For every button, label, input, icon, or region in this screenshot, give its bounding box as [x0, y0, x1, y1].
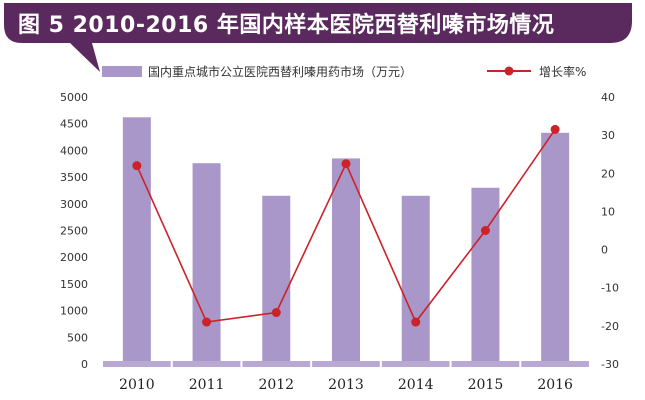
y-right-tick-label: 10 [601, 205, 615, 218]
y-right-tick-label: -20 [601, 320, 619, 333]
chart-title: 图 5 2010-2016 年国内样本医院西替利嗪市场情况 [18, 13, 555, 38]
y-left-tick-label: 4500 [60, 118, 88, 131]
bar [332, 158, 360, 364]
growth-rate-series [132, 124, 560, 327]
x-axis-band [102, 361, 590, 367]
y-left-tick-label: 0 [81, 358, 88, 371]
y-left-tick-label: 1500 [60, 278, 88, 291]
y-axis-left-ticks: 0 500 1000 1500 2000 2500 3000 3500 4000 4500 5000 [60, 91, 88, 371]
bar [401, 195, 430, 364]
y-axis-right-ticks: -30 -20 -10 0 10 20 30 40 [601, 91, 619, 371]
bar [192, 163, 221, 364]
x-tick-label: 2013 [328, 377, 364, 393]
x-axis-labels: 2010 2011 2012 2013 2014 2015 2016 [119, 377, 573, 393]
bar-series [122, 117, 570, 365]
growth-rate-point [202, 317, 212, 327]
x-tick-label: 2015 [468, 377, 504, 393]
growth-rate-point [341, 159, 351, 169]
bar [471, 187, 500, 364]
bar [262, 195, 291, 364]
growth-rate-point [550, 124, 560, 134]
y-right-tick-label: 40 [601, 91, 615, 104]
y-left-tick-label: 1000 [60, 305, 88, 318]
legend-line-label: 增长率% [539, 64, 586, 79]
x-tick-label: 2010 [119, 377, 155, 393]
y-left-tick-label: 500 [67, 331, 88, 344]
x-tick-label: 2016 [537, 377, 573, 393]
y-right-tick-label: 20 [601, 167, 615, 180]
growth-rate-point [480, 226, 490, 235]
y-left-tick-label: 5000 [60, 91, 88, 104]
x-axis-band-marks [101, 361, 591, 367]
growth-rate-point [271, 308, 281, 318]
legend-line-marker [504, 66, 514, 76]
y-right-tick-label: 30 [601, 129, 615, 142]
bar [541, 132, 570, 364]
y-left-tick-label: 4000 [60, 144, 88, 157]
x-tick-label: 2014 [398, 377, 434, 393]
bar [122, 117, 151, 365]
y-right-tick-label: 0 [601, 244, 608, 257]
banner-tail [70, 43, 100, 72]
legend-bar-swatch [102, 66, 142, 77]
y-left-tick-label: 3500 [60, 171, 88, 184]
y-left-tick-label: 3000 [60, 198, 88, 211]
y-left-tick-label: 2500 [60, 225, 88, 238]
growth-rate-point [132, 161, 142, 171]
x-tick-label: 2011 [189, 377, 225, 393]
y-left-tick-label: 2000 [60, 251, 88, 264]
y-right-tick-label: -30 [601, 358, 619, 371]
title-banner [4, 3, 632, 43]
legend-bar-label: 国内重点城市公立医院西替利嗪用药市场（万元） [148, 64, 412, 79]
x-tick-label: 2012 [258, 377, 294, 393]
legend: 国内重点城市公立医院西替利嗪用药市场（万元） 增长率% [102, 64, 586, 79]
y-right-tick-label: -10 [601, 282, 619, 295]
growth-rate-point [411, 317, 421, 327]
